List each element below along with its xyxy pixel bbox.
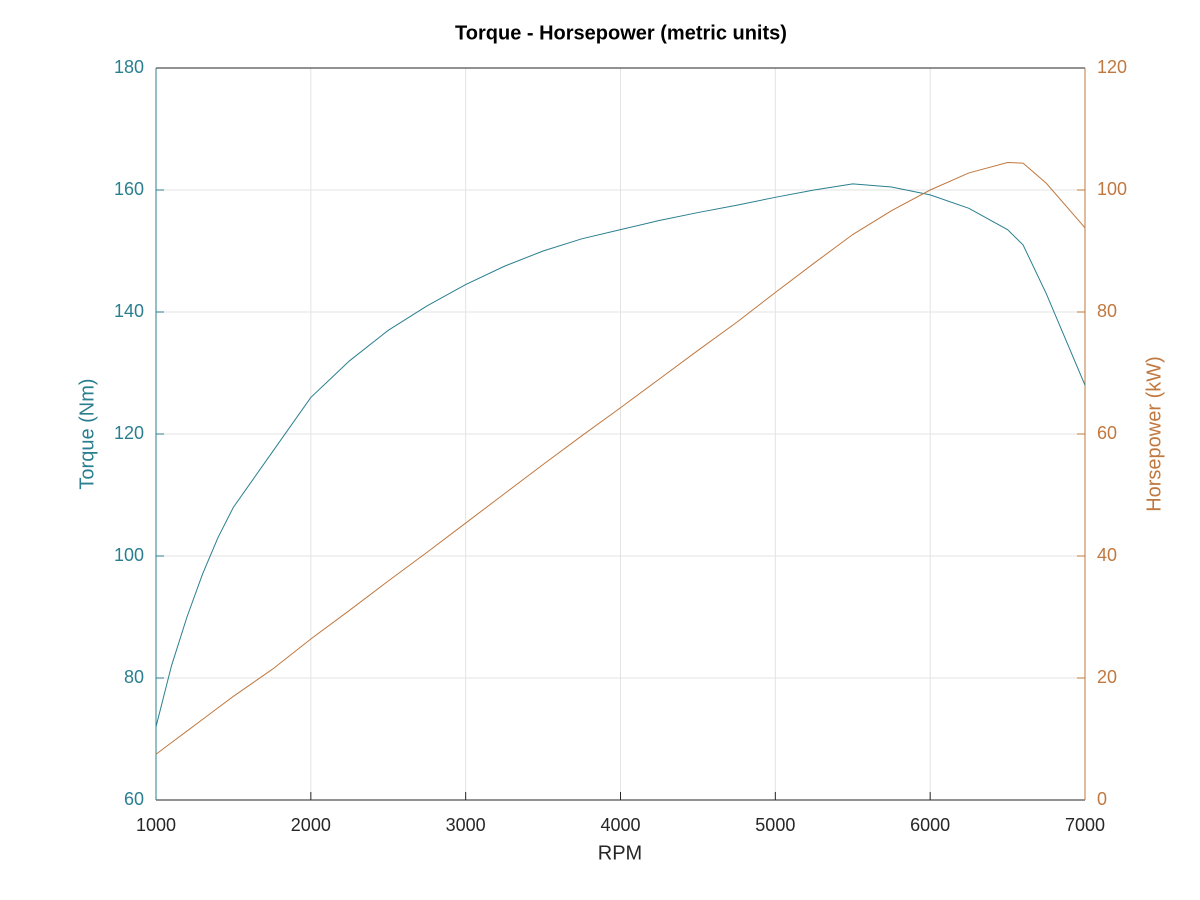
y-tick-label: 160 bbox=[114, 179, 144, 199]
y-tick-label: 60 bbox=[124, 789, 144, 809]
x-tick-label: 2000 bbox=[291, 815, 331, 835]
y-tick-label: 100 bbox=[114, 545, 144, 565]
y-tick-label: 140 bbox=[114, 301, 144, 321]
y-tick-label: 180 bbox=[114, 57, 144, 77]
y2-tick-label: 80 bbox=[1097, 301, 1117, 321]
y2-tick-label: 40 bbox=[1097, 545, 1117, 565]
x-tick-label: 4000 bbox=[600, 815, 640, 835]
x-tick-label: 5000 bbox=[755, 815, 795, 835]
y-axis-label: Torque (Nm) bbox=[76, 378, 98, 489]
series-line bbox=[155, 162, 1086, 755]
x-axis-label: RPM bbox=[598, 842, 642, 864]
chart-title: Torque - Horsepower (metric units) bbox=[455, 22, 787, 44]
y2-tick-label: 20 bbox=[1097, 667, 1117, 687]
y-tick-label: 80 bbox=[124, 667, 144, 687]
x-tick-label: 6000 bbox=[910, 815, 950, 835]
y-tick-label: 120 bbox=[114, 423, 144, 443]
x-tick-label: 3000 bbox=[446, 815, 486, 835]
y2-tick-label: 100 bbox=[1097, 179, 1127, 199]
x-tick-label: 7000 bbox=[1065, 815, 1105, 835]
y2-tick-label: 120 bbox=[1097, 57, 1127, 77]
y2-axis-label: Horsepower (kW) bbox=[1143, 356, 1165, 512]
x-tick-label: 1000 bbox=[136, 815, 176, 835]
y2-tick-label: 60 bbox=[1097, 423, 1117, 443]
y2-tick-label: 0 bbox=[1097, 789, 1107, 809]
series-line bbox=[155, 183, 1086, 727]
